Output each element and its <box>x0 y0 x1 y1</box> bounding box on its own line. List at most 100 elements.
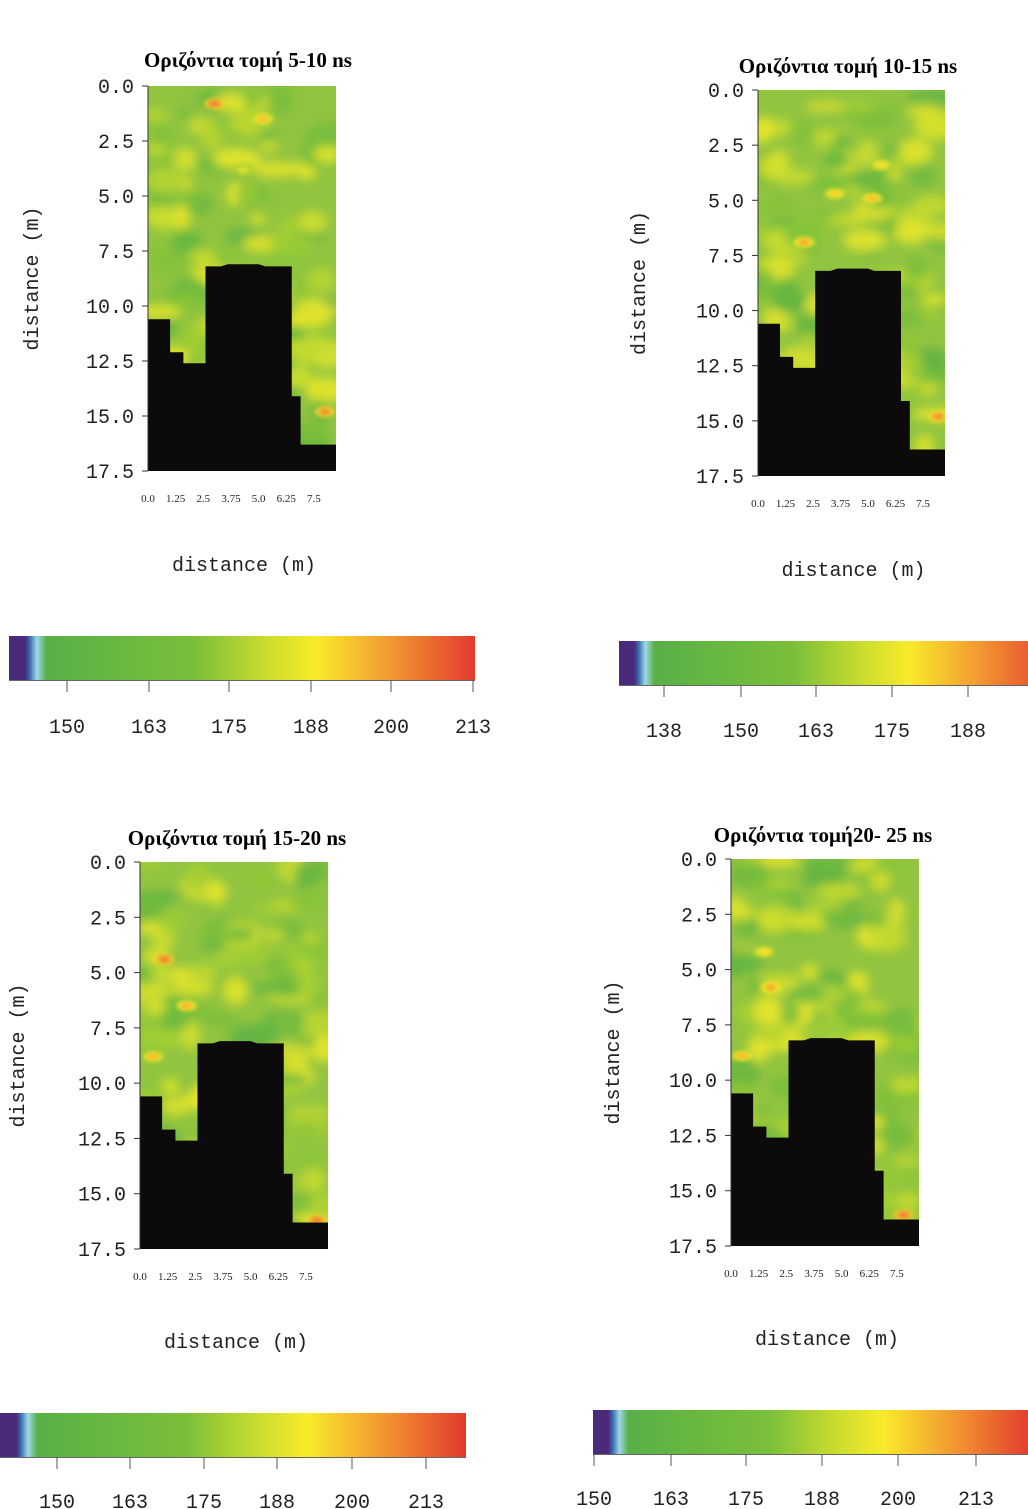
y-axis-label: distance (m) <box>8 983 31 1127</box>
panel-title: Οριζόντια τομή 15-20 ns <box>128 826 346 850</box>
panel-title: Οριζόντια τομή 10-15 ns <box>739 54 957 78</box>
y-tick-label: 0.0 <box>90 853 126 876</box>
x-tick-label: 1.25 <box>158 1271 178 1283</box>
hotspot-core <box>897 1212 910 1219</box>
x-tick-label: 5.0 <box>244 1271 258 1283</box>
x-tick-label: 7.5 <box>299 1271 313 1283</box>
colorbar: 1381501631751882 <box>619 641 1028 744</box>
colorbar-tick-label: 200 <box>334 1492 370 1509</box>
colorbar: 150 163 175 188 200 213 <box>0 1413 466 1509</box>
y-axis-label: distance (m) <box>629 211 652 355</box>
y-tick-label: 12.5 <box>78 1129 126 1152</box>
x-tick-label: 0.0 <box>751 498 765 510</box>
x-tick-label: 0.0 <box>724 1268 738 1280</box>
y-tick-label: 0.0 <box>681 850 717 873</box>
hotspot-core <box>798 239 811 246</box>
heatmap-panel-3: Οριζόντια τομή 15-20 ns0.02.55.07.510.01… <box>0 826 466 1509</box>
heatmap-panel-1: Οριζόντια τομή 5-10 ns 0.0 2.5 5.0 7.5 10.0 12… <box>9 48 491 740</box>
colorbar-gradient <box>619 641 1028 685</box>
colorbar-tick-label: 175 <box>211 717 247 740</box>
heatmap-panel-4: Οριζόντια τομή20- 25 ns 0.0 2.5 5.0 7.5 10.0 1… <box>576 823 1028 1509</box>
y-tick-label: 5.0 <box>708 191 744 214</box>
colorbar-tick-label: 188 <box>950 721 986 744</box>
colorbar-tick-label: 150 <box>39 1492 75 1509</box>
x-tick-label: 2.5 <box>779 1268 793 1280</box>
x-tick-label: 5.0 <box>252 493 266 505</box>
x-tick-label: 6.25 <box>269 1271 289 1283</box>
x-tick-label: 6.25 <box>886 498 906 510</box>
y-tick-label: 2.5 <box>90 908 126 931</box>
colorbar-gradient <box>0 1413 466 1457</box>
x-tick-label: 2.5 <box>196 493 210 505</box>
masked-region <box>731 1038 919 1246</box>
colorbar-tick-label: 200 <box>373 717 409 740</box>
colorbar-tick-label: 200 <box>880 1489 916 1509</box>
y-tick-label: 2.5 <box>98 132 134 155</box>
colorbar-gradient <box>593 1410 1028 1454</box>
y-axis-label: distance (m) <box>22 206 45 350</box>
colorbar-tick-label: 163 <box>112 1492 148 1509</box>
hotspot-core <box>310 1217 323 1224</box>
x-tick-label: 6.25 <box>277 493 297 505</box>
y-tick-label: 17.5 <box>86 462 134 485</box>
x-axis-label: distance (m) <box>164 1332 308 1355</box>
y-tick-label: 5.0 <box>98 187 134 210</box>
x-tick-label: 2.5 <box>806 498 820 510</box>
colorbar-tick-label: 150 <box>723 721 759 744</box>
y-tick-label: 10.0 <box>696 302 744 325</box>
y-tick-label: 2.5 <box>708 136 744 159</box>
x-tick-label: 6.25 <box>860 1268 880 1280</box>
y-tick-label: 0.0 <box>98 77 134 100</box>
x-tick-label: 1.25 <box>776 498 796 510</box>
y-tick-label: 7.5 <box>98 242 134 265</box>
x-axis-label: distance (m) <box>781 560 925 583</box>
x-tick-label: 5.0 <box>861 498 875 510</box>
hotspot-core <box>875 161 888 168</box>
masked-region <box>140 1041 328 1249</box>
hotspot-core <box>932 413 945 420</box>
colorbar-tick-label: 188 <box>293 717 329 740</box>
x-tick-label: 3.75 <box>221 493 241 505</box>
colorbar-tick-label: 213 <box>958 1489 994 1509</box>
y-tick-label: 5.0 <box>90 964 126 987</box>
colorbar-gradient <box>9 636 475 680</box>
colorbar: 150 163 175 188 200 213 <box>9 636 491 740</box>
x-tick-label: 0.0 <box>141 493 155 505</box>
colorbar-tick-label: 175 <box>186 1492 222 1509</box>
hotspot-core <box>237 166 250 173</box>
hotspot-core <box>158 956 171 963</box>
heatmap-field <box>758 90 945 476</box>
x-tick-label: 5.0 <box>835 1268 849 1280</box>
x-tick-label: 3.75 <box>831 498 851 510</box>
y-tick-label: 7.5 <box>681 1016 717 1039</box>
x-tick-label: 2.5 <box>188 1271 202 1283</box>
y-tick-label: 5.0 <box>681 961 717 984</box>
colorbar: 150 163 175 188 200 213 <box>576 1410 1028 1509</box>
colorbar-tick-label: 138 <box>646 721 682 744</box>
hotspot-core <box>736 1052 749 1059</box>
colorbar-tick-label: 163 <box>653 1489 689 1509</box>
hotspot-core <box>758 948 771 955</box>
heatmap-panel-2: Οριζόντια τομή 10-15 ns 0.0 2.5 5.0 7.5 10.0 1… <box>619 54 1028 744</box>
x-tick-label: 1.25 <box>749 1268 769 1280</box>
hotspot-core <box>318 408 331 415</box>
x-tick-label: 1.25 <box>166 493 186 505</box>
x-tick-label: 0.0 <box>133 1271 147 1283</box>
colorbar-tick-label: 213 <box>455 717 491 740</box>
x-axis-label: distance (m) <box>755 1329 899 1352</box>
y-tick-label: 7.5 <box>708 246 744 269</box>
colorbar-tick-label: 213 <box>408 1492 444 1509</box>
x-axis-label: distance (m) <box>172 555 316 578</box>
y-tick-label: 17.5 <box>696 467 744 490</box>
x-tick-label: 7.5 <box>307 493 321 505</box>
heatmap-field <box>148 86 336 471</box>
heatmap-field <box>731 859 919 1246</box>
y-tick-label: 2.5 <box>681 905 717 928</box>
colorbar-tick-label: 150 <box>49 717 85 740</box>
y-tick-label: 15.0 <box>669 1182 717 1205</box>
y-tick-label: 7.5 <box>90 1019 126 1042</box>
heatmap-field <box>140 862 328 1249</box>
hotspot-core <box>180 1002 193 1009</box>
y-tick-label: 15.0 <box>696 412 744 435</box>
